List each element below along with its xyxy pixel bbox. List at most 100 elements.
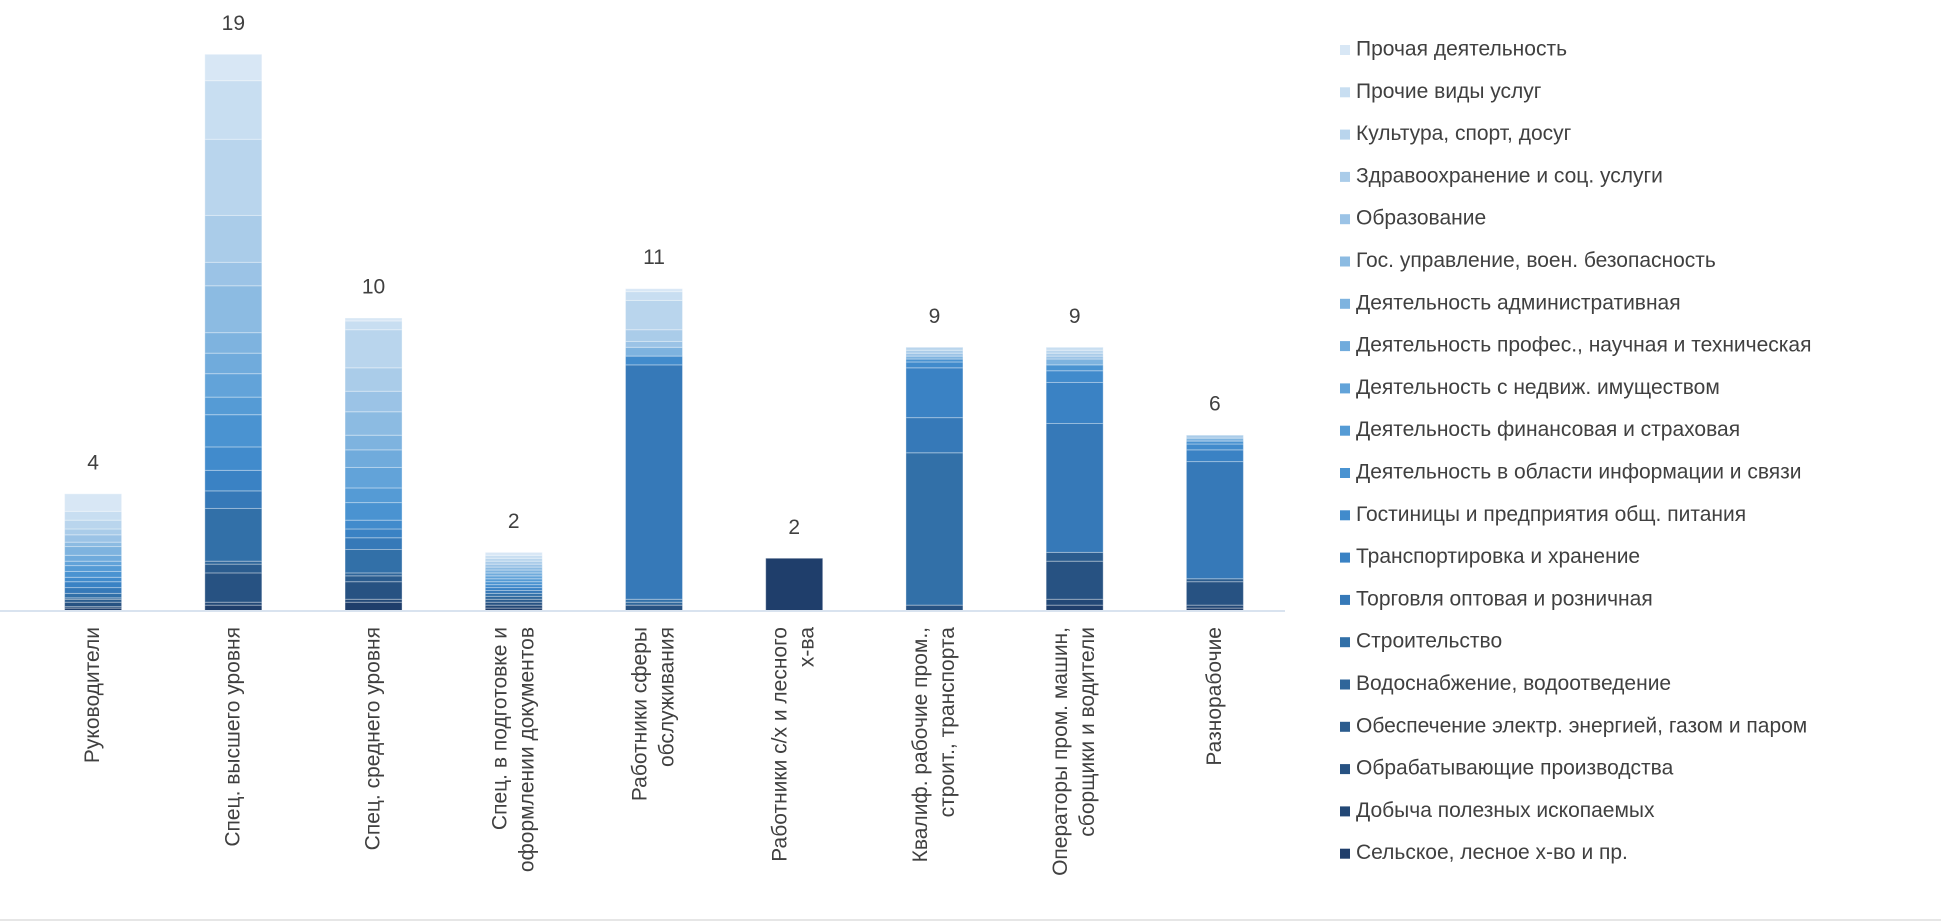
bar-segment: [344, 528, 403, 539]
total-label: 11: [643, 246, 665, 269]
bar-segment: [625, 291, 683, 301]
bar-segment: [484, 551, 543, 556]
bar-segment: [344, 449, 403, 468]
legend-label: Водоснабжение, водоотведение: [1356, 672, 1671, 695]
legend-label: Прочая деятельность: [1356, 38, 1567, 61]
x-tick-label: Спец. высшего уровня: [221, 627, 244, 847]
bar-segment: [1045, 560, 1104, 600]
bar-segment: [64, 510, 123, 521]
legend-swatch: [1340, 552, 1350, 563]
legend-swatch: [1340, 848, 1350, 859]
legend-swatch: [1340, 764, 1350, 775]
bar-segment: [1045, 381, 1104, 424]
legend-label: Прочие виды услуг: [1356, 80, 1542, 103]
bar-segment: [344, 317, 403, 322]
bar-segment: [64, 570, 123, 578]
bar-segment: [64, 560, 123, 567]
legend-label: Обрабатывающие производства: [1356, 757, 1674, 780]
bar-segment: [204, 285, 263, 334]
bar-segment: [64, 601, 123, 608]
bar-segment: [484, 598, 543, 603]
bar-segment: [1185, 443, 1244, 451]
legend-label: Обеспечение электр. энергией, газом и па…: [1356, 714, 1807, 737]
legend-label: Деятельность профес., научная и техничес…: [1356, 334, 1811, 357]
total-label: 9: [929, 305, 941, 328]
total-label: 9: [1069, 305, 1081, 328]
bar-segment: [1045, 346, 1104, 351]
legend-label: Деятельность финансовая и страховая: [1356, 418, 1740, 441]
bar-segment: [344, 519, 403, 530]
bar-segment: [625, 329, 683, 342]
bar-segment: [64, 534, 123, 543]
bar-segment: [64, 592, 123, 599]
total-label: 2: [788, 516, 800, 539]
bar-segment: [204, 507, 263, 562]
bar-segment: [1045, 598, 1104, 606]
legend-label: Транспортировка и хранение: [1356, 545, 1640, 568]
bar-segment: [204, 80, 263, 140]
legend-swatch: [1340, 129, 1350, 140]
bar-segment: [344, 466, 403, 489]
bar-segment: [1045, 551, 1104, 562]
bar-segment: [204, 563, 263, 574]
bar-segment: [344, 329, 403, 369]
bar-segment: [344, 581, 403, 600]
legend-label: Культура, спорт, досуг: [1356, 122, 1572, 145]
x-tick-label: Операторы пром. машин, сборщики и водител…: [1049, 627, 1099, 876]
legend-swatch: [1340, 637, 1350, 648]
bar-segment: [64, 587, 123, 594]
bar-segment: [765, 557, 824, 612]
bar-segment: [905, 367, 964, 419]
bar-segment: [344, 575, 403, 583]
bar-segment: [344, 601, 403, 612]
bar-segment: [64, 528, 123, 536]
x-tick-label: Разнорабочие: [1202, 627, 1225, 766]
total-label: 10: [362, 276, 385, 299]
bar-segment: [625, 340, 683, 348]
bar-segment: [905, 452, 964, 606]
bar-segment: [204, 414, 263, 448]
legend-swatch: [1340, 87, 1350, 98]
bar-segment: [64, 565, 123, 572]
bar-segment: [204, 352, 263, 375]
legend-swatch: [1340, 594, 1350, 605]
bar-segment: [1185, 449, 1244, 463]
bar-segment: [484, 575, 543, 580]
legend-label: Добыча полезных ископаемых: [1356, 799, 1655, 822]
bar-segment: [64, 581, 123, 589]
bar-segment: [344, 548, 403, 574]
x-tick-label: Спец. среднего уровня: [361, 627, 384, 850]
bar-segment: [64, 541, 123, 548]
bar-segment: [905, 361, 964, 369]
legend-label: Гостиницы и предприятия общ. питания: [1356, 503, 1746, 526]
x-tick-label: Квалиф. рабочие пром., строит., транспорт…: [908, 627, 958, 863]
legend-swatch: [1340, 806, 1350, 817]
bar-segment: [204, 396, 263, 416]
bar-segment: [204, 261, 263, 287]
bar-segment: [905, 417, 964, 454]
bar-segment: [625, 346, 683, 357]
legend-label: Здравоохранение и соц. услуги: [1356, 164, 1663, 187]
bar-segment: [344, 367, 403, 392]
bar-segment: [344, 320, 403, 331]
bar-segment: [204, 53, 263, 82]
bar-segment: [204, 214, 263, 263]
bar-segment: [625, 355, 683, 366]
bar-segment: [905, 349, 964, 354]
legend-swatch: [1340, 256, 1350, 267]
legend-label: Деятельность в области информации и связ…: [1356, 461, 1802, 484]
bar-segment: [905, 346, 964, 351]
legend-swatch: [1340, 383, 1350, 394]
bar-segment: [64, 493, 123, 512]
bar-segment: [625, 299, 683, 331]
legend-label: Деятельность с недвиж. имуществом: [1356, 376, 1720, 399]
bar-segment: [1185, 581, 1244, 606]
legend-label: Гос. управление, воен. безопасность: [1356, 249, 1716, 272]
bar-segment: [1045, 358, 1104, 366]
bar-segment: [344, 434, 403, 451]
legend-swatch: [1340, 298, 1350, 309]
bar-segment: [1045, 370, 1104, 383]
bar-segment: [1185, 434, 1244, 439]
legend-swatch: [1340, 214, 1350, 225]
